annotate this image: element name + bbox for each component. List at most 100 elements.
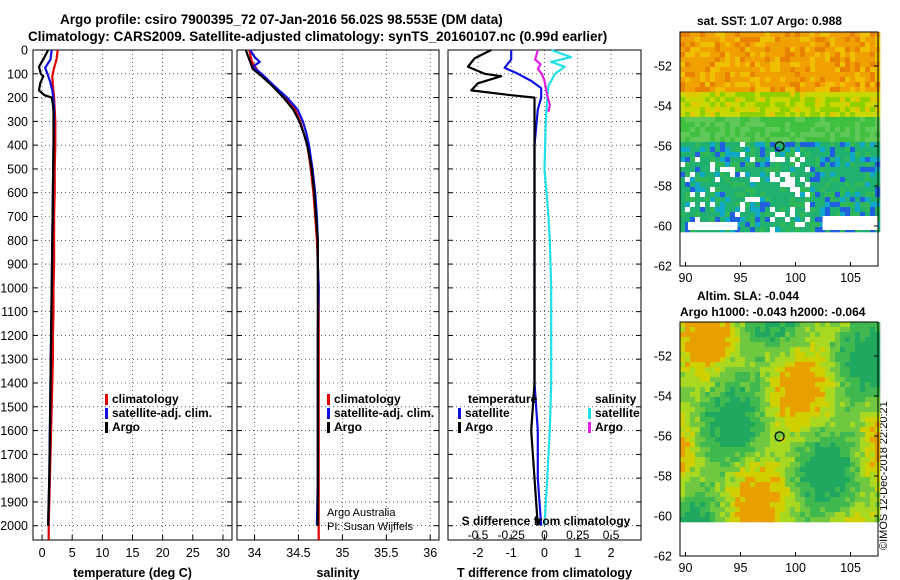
heatmap-cell (770, 432, 776, 438)
heatmap-cell (860, 407, 866, 413)
heatmap-cell (865, 337, 871, 343)
heatmap-cell (865, 142, 871, 148)
heatmap-cell (740, 37, 746, 43)
heatmap-cell (700, 512, 706, 518)
heatmap-cell (850, 177, 856, 183)
heatmap-cell (785, 442, 791, 448)
y-tick-label: 1900 (0, 495, 28, 509)
heatmap-cell (860, 432, 866, 438)
heatmap-cell (810, 97, 816, 103)
heatmap-cell (850, 52, 856, 58)
heatmap-cell (855, 372, 861, 378)
heatmap-cell (815, 167, 821, 173)
heatmap-cell (785, 462, 791, 468)
heatmap-cell (690, 172, 696, 178)
heatmap-cell (860, 67, 866, 73)
heatmap-cell (800, 362, 806, 368)
heatmap-cell (790, 142, 796, 148)
heatmap-cell (865, 342, 871, 348)
heatmap-cell (740, 447, 746, 453)
heatmap-cell (725, 412, 731, 418)
heatmap-cell (685, 432, 691, 438)
heatmap-cell (735, 122, 741, 128)
heatmap-cell (810, 137, 816, 143)
heatmap-cell (830, 362, 836, 368)
heatmap-cell (800, 437, 806, 443)
heatmap-cell (860, 127, 866, 133)
heatmap-cell (685, 167, 691, 173)
diff-legend-s-label: satellite (595, 406, 640, 420)
diff-legend-t-label: Argo (465, 420, 493, 434)
heatmap-cell (785, 342, 791, 348)
heatmap-cell (840, 72, 846, 78)
heatmap-cell (715, 322, 721, 328)
heatmap-cell (695, 457, 701, 463)
heatmap-cell (795, 147, 801, 153)
heatmap-cell (780, 197, 786, 203)
heatmap-cell (870, 102, 876, 108)
heatmap-cell (795, 387, 801, 393)
heatmap-cell (845, 92, 851, 98)
heatmap-cell (725, 447, 731, 453)
heatmap-cell (830, 417, 836, 423)
heatmap-cell (690, 152, 696, 158)
heatmap-cell (810, 72, 816, 78)
heatmap-cell (705, 497, 711, 503)
heatmap-cell (785, 417, 791, 423)
heatmap-cell (790, 117, 796, 123)
heatmap-cell (820, 412, 826, 418)
heatmap-cell (735, 392, 741, 398)
heatmap-cell (680, 422, 686, 428)
heatmap-cell (780, 497, 786, 503)
heatmap-cell (810, 362, 816, 368)
heatmap-cell (835, 102, 841, 108)
heatmap-cell (870, 342, 876, 348)
heatmap-cell (785, 202, 791, 208)
heatmap-cell (825, 457, 831, 463)
map-frame (679, 321, 879, 557)
heatmap-cell (830, 412, 836, 418)
heatmap-cell (720, 337, 726, 343)
map-y-tick-label: -60 (654, 510, 672, 524)
heatmap-cell (755, 57, 761, 63)
heatmap-cell (705, 482, 711, 488)
heatmap-cell (855, 142, 861, 148)
heatmap-cell (710, 152, 716, 158)
heatmap-cell (870, 162, 876, 168)
heatmap-cell (860, 117, 866, 123)
heatmap-cell (775, 207, 781, 213)
heatmap-cell (680, 197, 686, 203)
heatmap-cell (690, 47, 696, 53)
heatmap-cell (790, 377, 796, 383)
heatmap-cell (760, 402, 766, 408)
heatmap-cell (715, 217, 721, 223)
heatmap-cell (815, 102, 821, 108)
heatmap-cell (840, 482, 846, 488)
heatmap-cell (865, 352, 871, 358)
heatmap-cell (820, 187, 826, 193)
heatmap-cell (840, 437, 846, 443)
heatmap-cell (780, 352, 786, 358)
heatmap-cell (785, 142, 791, 148)
heatmap-cell (860, 32, 866, 38)
heatmap-cell (760, 172, 766, 178)
heatmap-cell (795, 182, 801, 188)
heatmap-cell (810, 197, 816, 203)
heatmap-cell (820, 197, 826, 203)
heatmap-cell (780, 342, 786, 348)
heatmap-cell (680, 442, 686, 448)
heatmap-cell (690, 337, 696, 343)
heatmap-cell (850, 487, 856, 493)
heatmap-cell (805, 492, 811, 498)
heatmap-cell (780, 492, 786, 498)
heatmap-cell (700, 407, 706, 413)
map-frame (679, 31, 879, 267)
heatmap-cell (695, 432, 701, 438)
heatmap-cell (855, 512, 861, 518)
heatmap-cell (750, 397, 756, 403)
heatmap-cell (680, 502, 686, 508)
heatmap-cell (690, 457, 696, 463)
heatmap-cell (845, 172, 851, 178)
heatmap-cell (820, 62, 826, 68)
heatmap-cell (845, 107, 851, 113)
